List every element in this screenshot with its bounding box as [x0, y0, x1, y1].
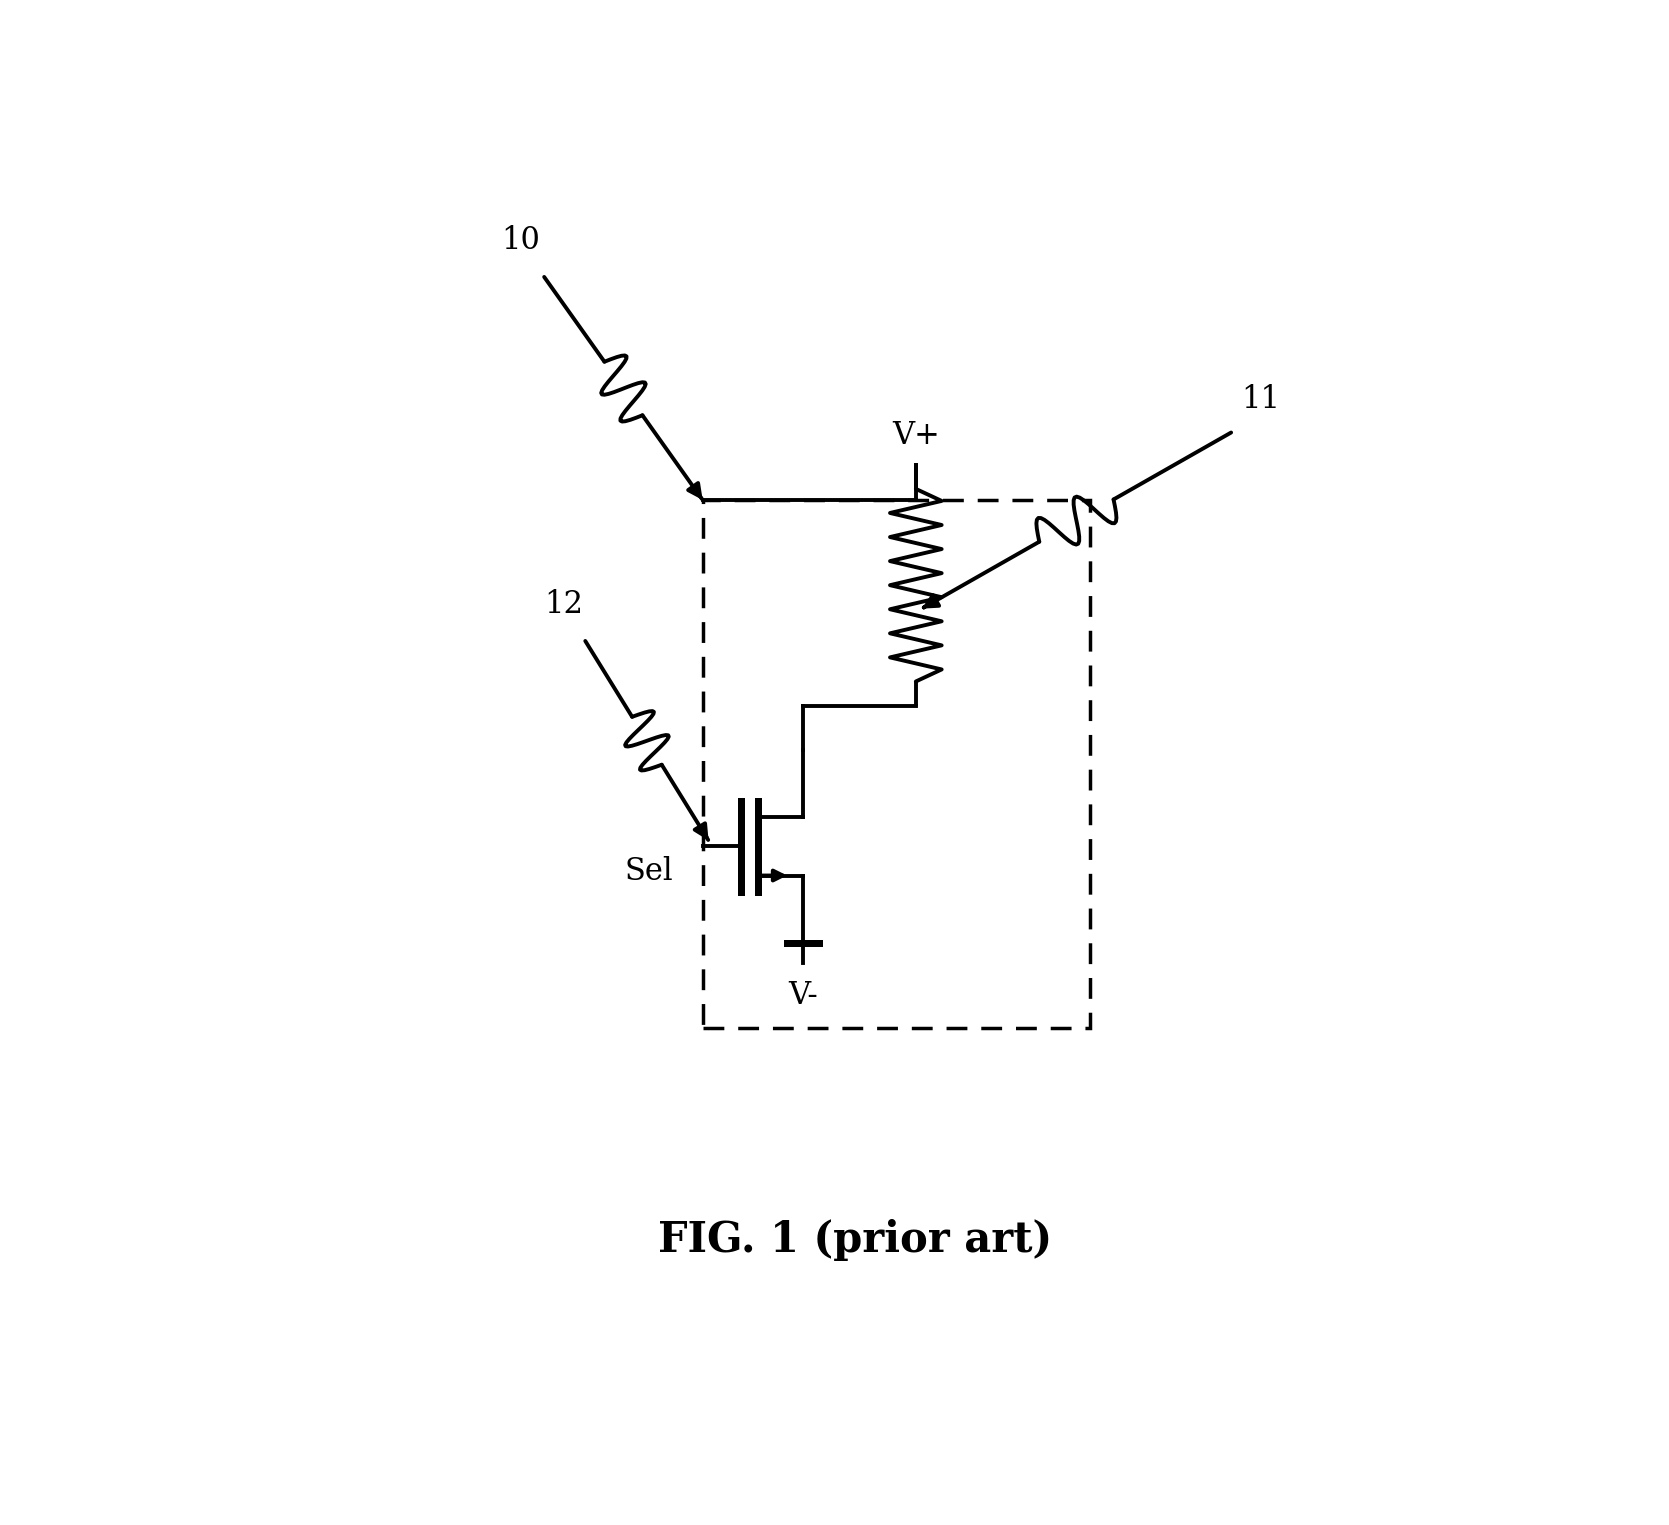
- Text: 12: 12: [544, 589, 584, 619]
- Text: V-: V-: [788, 981, 818, 1011]
- Text: V+: V+: [891, 419, 940, 451]
- Text: FIG. 1 (prior art): FIG. 1 (prior art): [658, 1218, 1053, 1261]
- Bar: [703, 500, 1090, 1028]
- Text: 11: 11: [1242, 384, 1280, 415]
- Text: Sel: Sel: [624, 856, 673, 888]
- Text: 10: 10: [501, 224, 541, 256]
